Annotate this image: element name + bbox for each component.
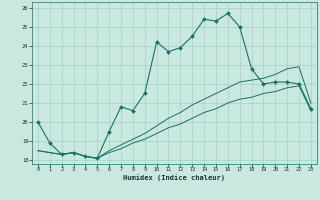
X-axis label: Humidex (Indice chaleur): Humidex (Indice chaleur) [124, 174, 225, 181]
